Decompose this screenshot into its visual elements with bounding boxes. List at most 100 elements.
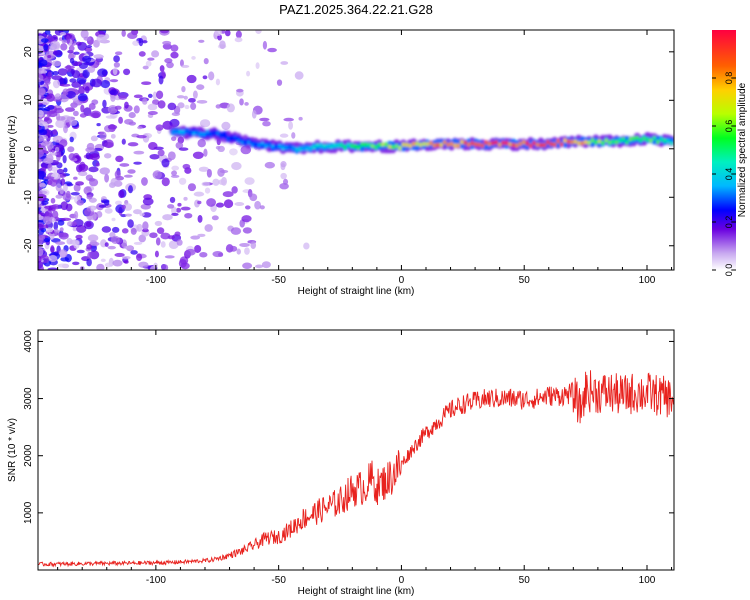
spectrogram-noise-blob [86, 258, 92, 267]
spectrogram-noise-blob [123, 245, 133, 250]
spectrogram-noise-blob [67, 221, 73, 227]
spectrogram-noise-blob [303, 242, 310, 250]
spectrogram-ridge-cell [511, 142, 515, 148]
spectrogram-ridge-cell [669, 141, 674, 146]
spectrogram-ridge-cell [343, 145, 347, 150]
spectrogram-ridge-cell [302, 146, 306, 151]
spectrogram-noise-blob [160, 30, 169, 34]
spectrogram-ridge-cell [209, 132, 213, 138]
spectrogram-ridge-cell [460, 139, 464, 145]
spectrogram-noise-blob [47, 71, 52, 80]
spectrogram-ridge-cell [305, 146, 309, 152]
spectrogram-noise-blob [259, 205, 265, 210]
spectrogram-noise-blob [132, 40, 140, 46]
spectrogram-ridge-cell [264, 143, 268, 149]
spectrogram-noise-blob [202, 75, 208, 80]
spectrogram-noise-blob [93, 39, 100, 48]
spectrogram-noise-blob [87, 65, 96, 73]
spectrogram-noise-blob [62, 91, 69, 96]
spectrogram-noise-blob [141, 177, 148, 186]
spectrogram-noise-blob [148, 142, 158, 151]
spectrogram-noise-blob [147, 103, 158, 111]
spectrogram-noise-blob [133, 105, 140, 114]
spectrogram-noise-blob [127, 219, 134, 228]
spectrogram-noise-blob [147, 110, 158, 116]
spectrogram-noise-blob [110, 133, 116, 139]
spectrogram-noise-blob [156, 90, 164, 100]
snr-y-tick-label: 3000 [23, 387, 34, 410]
spectrogram-ridge-cell [470, 141, 474, 146]
spectrogram-ridge-cell [635, 135, 639, 141]
spectrogram-noise-blob [164, 58, 173, 64]
spectrogram-noise-blob [147, 93, 153, 99]
spectrogram-ridge-cell [425, 141, 430, 147]
spectrogram-noise-blob [93, 54, 103, 58]
spectrogram-ridge-cell [336, 143, 340, 148]
spectrogram-noise-blob [114, 200, 122, 206]
spectrogram-noise-blob [288, 121, 294, 130]
spectrogram-noise-blob [282, 178, 289, 185]
spectrogram-noise-blob [102, 99, 107, 108]
spectrogram-noise-blob [56, 168, 65, 175]
spectrogram-noise-blob [90, 244, 97, 252]
spectrogram-noise-blob [169, 196, 176, 204]
spectrogram-noise-blob [47, 104, 55, 110]
spectrogram-noise-blob [115, 155, 124, 163]
spectrogram-ridge-cell [587, 140, 591, 145]
spectrogram-noise-blob [234, 201, 245, 206]
spectrogram-noise-blob [46, 141, 54, 150]
spectrogram-ridge-cell [539, 142, 543, 148]
spectrogram-ridge-cell [216, 131, 220, 136]
spectrogram-ridge-cell [357, 145, 361, 150]
spectrogram-noise-blob [214, 30, 222, 37]
spectrogram-ridge-cell [597, 139, 601, 144]
spectrogram-noise-blob [111, 217, 116, 222]
spectrogram-noise-blob [152, 170, 162, 180]
spectrogram-noise-blob [114, 105, 122, 110]
spectrogram-noise-blob [244, 247, 250, 255]
spectrogram-noise-blob [110, 235, 120, 244]
spectrogram-ridge-cell [260, 141, 265, 146]
spectrogram-noise-blob [246, 70, 251, 77]
spectrogram-noise-blob [147, 57, 155, 61]
spectrogram-ridge-cell [432, 143, 436, 148]
spectrogram-noise-blob [100, 80, 111, 89]
spectrogram-noise-blob [175, 207, 182, 213]
spectrogram-ridge-cell [367, 142, 371, 148]
spectrogram-noise-blob [255, 264, 264, 269]
spectrogram-ridge-cell [174, 130, 179, 136]
spectrogram-ridge-cell [326, 143, 330, 149]
spectrogram-noise-blob [60, 43, 68, 51]
spectrogram-ridge-cell [549, 141, 553, 147]
spectrogram-noise-blob [198, 39, 205, 43]
spectrogram-noise-blob [151, 50, 160, 58]
spectrogram-ridge-cell [312, 144, 316, 150]
snr-series-line [38, 370, 674, 568]
spectrogram-ridge-cell [518, 141, 522, 147]
spectrogram-noise-blob [112, 67, 118, 76]
spectrogram-noise-blob [170, 51, 179, 59]
spectrogram-ridge-cell [566, 139, 570, 144]
spectrogram-noise-blob [161, 264, 169, 270]
spectrogram-ridge-cell [243, 138, 247, 144]
spectrogram-noise-blob [57, 263, 69, 268]
spectrogram-ridge-cell [298, 147, 302, 152]
spectrogram-ridge-cell [394, 143, 399, 149]
spectrogram-noise-blob [241, 215, 252, 223]
spectrogram-noise-blob [280, 61, 289, 65]
spectrogram-noise-blob [177, 102, 185, 109]
spectrogram-ridge-cell [412, 141, 416, 147]
spectrogram-noise-blob [63, 124, 68, 134]
spectrogram-noise-blob [38, 67, 45, 75]
spectrogram-noise-blob [114, 51, 123, 56]
spectrogram-noise-blob [167, 151, 176, 161]
spectrogram-noise-blob [201, 181, 210, 187]
spectrogram-noise-blob [198, 166, 209, 172]
colorbar-tick-label: 0.2 [724, 216, 734, 229]
spectrogram-noise-blob [229, 245, 238, 252]
spectrogram-noise-blob [109, 89, 119, 95]
spectrogram-noise-blob [62, 154, 67, 164]
spectrogram-noise-blob [103, 199, 110, 206]
spectrogram-noise-blob [242, 227, 252, 234]
